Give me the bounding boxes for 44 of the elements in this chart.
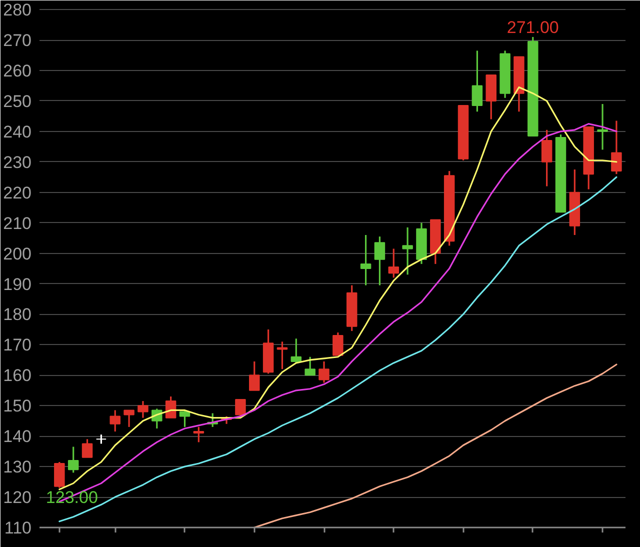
candlestick [318, 360, 330, 384]
y-tick-label: 260 [3, 61, 32, 80]
candlestick [179, 409, 190, 428]
candlestick [193, 426, 204, 443]
candlestick [249, 360, 260, 392]
candlestick [96, 434, 107, 445]
candlestick [276, 340, 288, 370]
candlestick [472, 50, 483, 112]
annotation: 271.00 [506, 18, 559, 37]
candlestick [360, 234, 372, 286]
y-tick-label: 230 [3, 152, 32, 172]
y-tick-label: 190 [3, 274, 32, 294]
y-tick-label: 170 [3, 336, 32, 355]
y-tick-label: 210 [3, 214, 32, 233]
y-tick-label: 180 [3, 305, 32, 324]
candlestick [82, 438, 93, 458]
candlestick [290, 338, 302, 364]
y-tick-label: 280 [3, 0, 32, 20]
candlestick [597, 103, 608, 150]
line-series [254, 364, 618, 528]
candlestick [388, 248, 400, 278]
y-tick-label: 240 [3, 122, 32, 142]
y-tick-label: 220 [3, 183, 32, 202]
candlestick [611, 120, 622, 175]
candlestick [304, 356, 316, 376]
y-tick-label: 140 [3, 427, 32, 446]
candlestick [402, 226, 413, 276]
candlestick [68, 446, 79, 474]
candlestick [541, 129, 552, 188]
candlestick [124, 409, 134, 428]
y-tick-label: 270 [3, 31, 32, 50]
y-tick-label: 160 [3, 366, 32, 386]
y-tick-label: 150 [3, 396, 32, 416]
candlestick [332, 332, 344, 356]
candlestick [110, 409, 120, 432]
candlestick [138, 400, 148, 419]
y-tick-label: 110 [4, 518, 32, 538]
y-tick-label: 120 [3, 488, 32, 508]
y-tick-label: 130 [3, 458, 32, 477]
candlestick [165, 396, 176, 419]
y-tick-label: 200 [3, 244, 32, 264]
y-tick-label: 250 [3, 92, 32, 111]
candlestick [54, 461, 65, 489]
candlestick [374, 236, 386, 286]
